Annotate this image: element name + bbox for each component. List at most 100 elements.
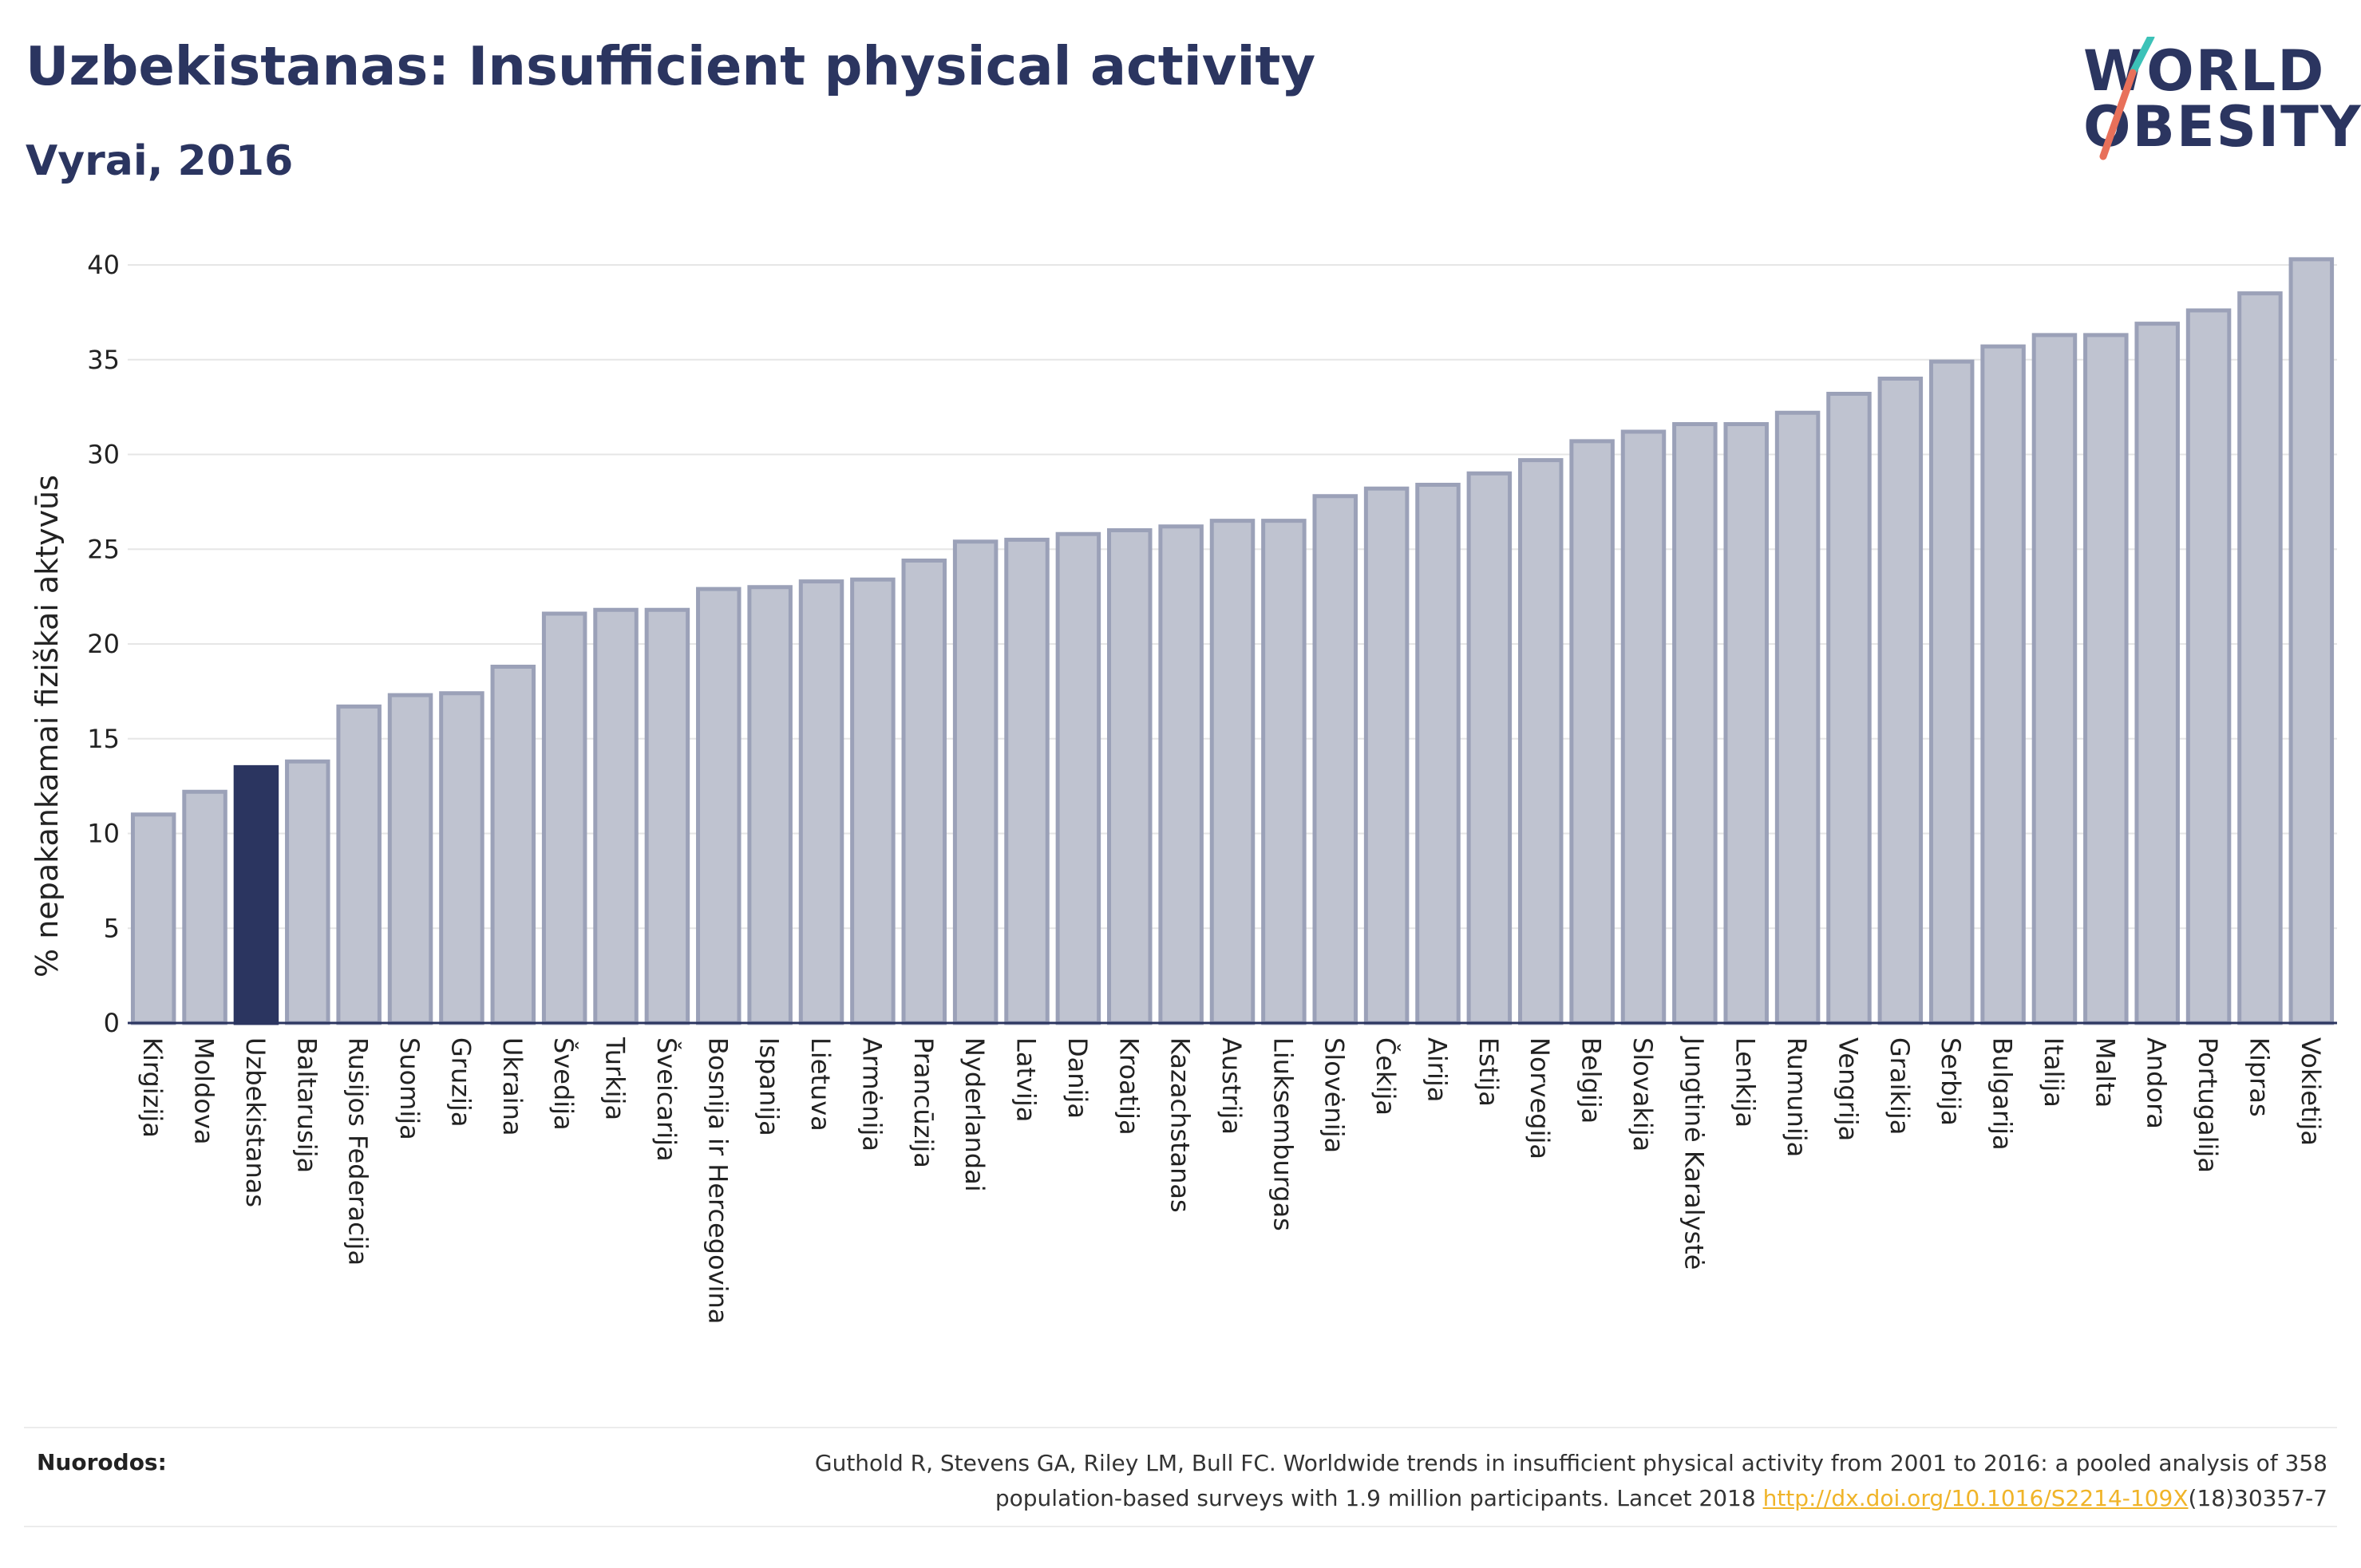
y-tick-label: 35 bbox=[87, 345, 120, 375]
x-category-label: Belgija bbox=[1576, 1037, 1607, 1124]
source-line1: Guthold R, Stevens GA, Riley LM, Bull FC… bbox=[814, 1450, 2327, 1476]
bar bbox=[850, 577, 896, 1025]
x-category-label: Estija bbox=[1473, 1037, 1504, 1107]
y-tick-label: 30 bbox=[87, 440, 120, 470]
x-category-label: Moldova bbox=[189, 1037, 219, 1145]
y-tick-label: 5 bbox=[104, 913, 120, 943]
x-category-label: Graikija bbox=[1884, 1037, 1915, 1135]
bar bbox=[1928, 359, 1975, 1025]
bar bbox=[2237, 291, 2283, 1025]
x-category-label: Serbija bbox=[1936, 1037, 1966, 1126]
bar bbox=[1261, 519, 1307, 1025]
bar bbox=[1517, 458, 1564, 1025]
bar bbox=[182, 789, 227, 1025]
x-category-label: Gruzija bbox=[445, 1037, 476, 1127]
x-category-label: Šveicarija bbox=[651, 1037, 682, 1162]
x-category-label: Norvegija bbox=[1525, 1037, 1555, 1159]
logo-text-line2: OBESITY bbox=[2083, 94, 2361, 160]
bar-highlight bbox=[233, 764, 279, 1025]
bar bbox=[2031, 333, 2078, 1025]
bar bbox=[644, 607, 690, 1025]
source-doi-link[interactable]: http://dx.doi.org/10.1016/S2214-109X bbox=[1762, 1485, 2189, 1511]
x-category-label: Lenkija bbox=[1730, 1037, 1761, 1128]
page-title: Uzbekistanas: Insufficient physical acti… bbox=[26, 35, 1316, 97]
y-tick-label: 20 bbox=[87, 629, 120, 659]
bar bbox=[2083, 333, 2129, 1025]
x-category-label: Malta bbox=[2090, 1037, 2120, 1108]
x-category-label: Danija bbox=[1062, 1037, 1093, 1119]
footer-divider-top bbox=[24, 1427, 2337, 1428]
x-category-label: Kirgizija bbox=[137, 1037, 168, 1138]
y-tick-label: 25 bbox=[87, 534, 120, 564]
bar bbox=[1877, 377, 1924, 1025]
bar bbox=[387, 693, 433, 1025]
x-category-label: Kroatija bbox=[1113, 1037, 1144, 1136]
x-category-label: Vokietija bbox=[2296, 1037, 2326, 1146]
bar bbox=[1620, 429, 1667, 1025]
x-category-label: Slovėnija bbox=[1319, 1037, 1350, 1153]
bar bbox=[439, 691, 484, 1025]
bar bbox=[1107, 528, 1153, 1025]
bar bbox=[1209, 519, 1256, 1025]
bar-chart: 0 5 10 15 20 25 30 35 40 Kirgizija Moldova Uzbekis… bbox=[30, 250, 2337, 1324]
x-category-label: Bosnija ir Hercegovina bbox=[702, 1037, 733, 1324]
bar bbox=[1363, 486, 1410, 1025]
x-category-label: Ispanija bbox=[754, 1037, 785, 1136]
bar bbox=[1569, 439, 1615, 1025]
x-category-label: Bulgarija bbox=[1987, 1037, 2018, 1151]
bar bbox=[2185, 308, 2232, 1025]
x-category-label: Švedija bbox=[548, 1037, 579, 1131]
y-tick-label: 0 bbox=[104, 1008, 120, 1038]
y-tick-label: 40 bbox=[87, 250, 120, 280]
x-category-label: Rumunija bbox=[1782, 1037, 1812, 1157]
x-category-label: Prancūzija bbox=[908, 1037, 939, 1168]
bar bbox=[901, 559, 947, 1025]
x-category-label: Lietuva bbox=[805, 1037, 836, 1132]
bar bbox=[2288, 257, 2335, 1025]
bar bbox=[1826, 392, 1872, 1025]
bar bbox=[1774, 410, 1821, 1025]
x-category-label: Armėnija bbox=[856, 1037, 887, 1151]
x-category-label: Turkija bbox=[600, 1037, 631, 1120]
x-category-label: Ukraina bbox=[497, 1037, 528, 1136]
bar bbox=[798, 579, 844, 1025]
y-axis-title: % nepakankamai fiziškai aktyvūs bbox=[30, 475, 65, 978]
bar bbox=[2134, 322, 2180, 1025]
bar bbox=[1055, 531, 1101, 1025]
bar bbox=[1723, 422, 1769, 1025]
x-category-label: Kazachstanas bbox=[1165, 1037, 1196, 1213]
x-category-label: Airija bbox=[1422, 1037, 1452, 1102]
x-category-label: Italija bbox=[2039, 1037, 2069, 1108]
bar bbox=[1158, 524, 1204, 1025]
x-category-label: Jungtinė Karalystė bbox=[1679, 1036, 1709, 1270]
world-obesity-logo: WORLD OBESITY bbox=[2083, 37, 2361, 164]
x-category-label: Kipras bbox=[2244, 1037, 2274, 1117]
bar bbox=[130, 812, 176, 1025]
x-category-label: Slovakija bbox=[1627, 1037, 1658, 1151]
bar bbox=[490, 665, 536, 1025]
x-category-label: Liuksemburgas bbox=[1268, 1037, 1298, 1231]
bar bbox=[1980, 344, 2026, 1025]
source-citation: Guthold R, Stevens GA, Riley LM, Bull FC… bbox=[492, 1446, 2327, 1516]
bar bbox=[1466, 471, 1513, 1025]
bar bbox=[952, 539, 999, 1025]
x-category-label: Čekija bbox=[1370, 1037, 1402, 1116]
x-category-label: Vengrija bbox=[1833, 1037, 1863, 1141]
bar bbox=[747, 585, 793, 1025]
x-category-label: Austrija bbox=[1216, 1037, 1247, 1135]
x-category-label: Uzbekistanas bbox=[240, 1037, 271, 1207]
logo-slash-icon bbox=[2099, 37, 2155, 160]
x-category-label: Rusijos Federacija bbox=[343, 1037, 374, 1266]
page-subtitle: Vyrai, 2016 bbox=[26, 137, 294, 185]
category-labels: Kirgizija Moldova Uzbekistanas Baltarusija R… bbox=[137, 1036, 2326, 1324]
bar bbox=[1312, 494, 1358, 1025]
x-category-label: Nyderlandai bbox=[959, 1037, 990, 1192]
bar bbox=[285, 759, 330, 1025]
x-category-label: Portugalija bbox=[2193, 1037, 2223, 1173]
footer-divider-bottom bbox=[24, 1526, 2337, 1527]
source-line2: population-based surveys with 1.9 millio… bbox=[995, 1485, 1763, 1511]
bar bbox=[1004, 537, 1050, 1025]
bar bbox=[1415, 483, 1461, 1025]
x-category-label: Suomija bbox=[394, 1037, 425, 1140]
x-category-label: Andora bbox=[2142, 1037, 2172, 1129]
